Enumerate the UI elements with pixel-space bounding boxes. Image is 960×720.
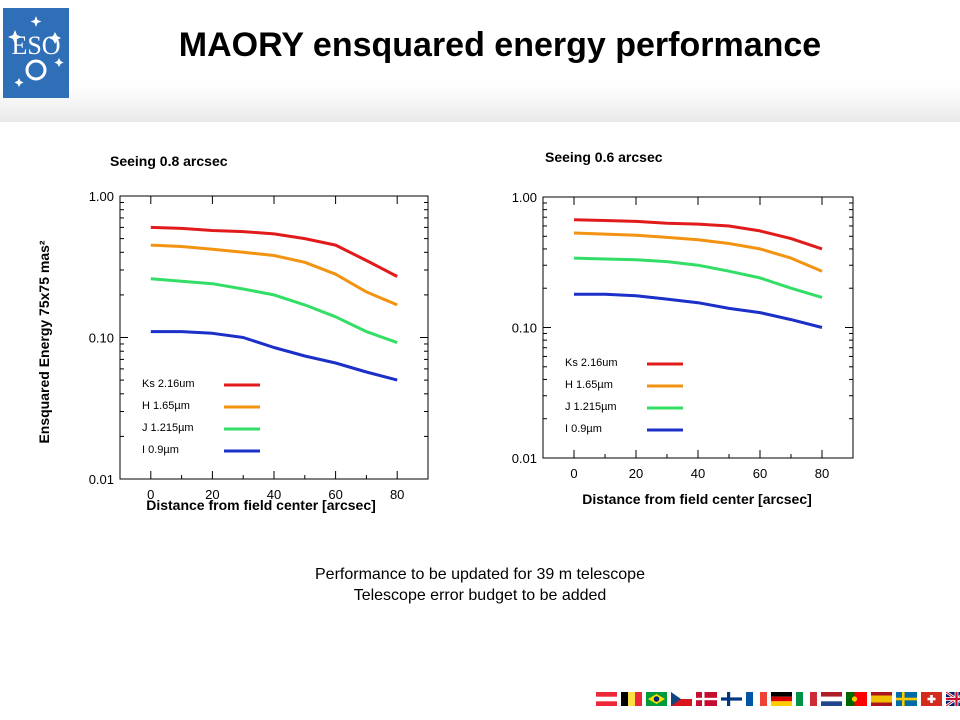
sweden-flag (896, 692, 917, 706)
x-tick-label: 60 (753, 466, 767, 481)
series-line-i (150, 330, 398, 382)
legend-label: Ks 2.16um (565, 357, 618, 369)
note-line-1: Performance to be updated for 39 m teles… (315, 566, 645, 583)
slide-header: ESO MAORY ensquared energy performance (0, 0, 960, 122)
chart-seeing-0-8: Seeing 0.8 arcsec Ensquared Energy 75x75… (36, 153, 429, 513)
czech-flag (671, 692, 692, 706)
germany-flag (771, 692, 792, 706)
austria-flag (596, 692, 617, 706)
eso-logo: ESO (3, 8, 69, 98)
series-line-h (150, 243, 398, 307)
legend-label: I 0.9µm (142, 444, 179, 456)
series-line-i (574, 292, 823, 329)
y-tick-label: 0.01 (89, 472, 114, 487)
legend-label: J 1.215µm (565, 401, 617, 413)
x-tick-label: 40 (267, 487, 281, 502)
x-tick-label: 60 (328, 487, 342, 502)
chart-title: Seeing 0.6 arcsec (545, 149, 663, 165)
charts-area: Seeing 0.8 arcsec Ensquared Energy 75x75… (0, 122, 960, 542)
france-flag (746, 692, 767, 706)
notes: Performance to be updated for 39 m teles… (0, 564, 960, 606)
series-line-ks (150, 225, 398, 278)
y-tick-label: 0.10 (89, 331, 114, 346)
brazil-flag (646, 692, 667, 706)
belgium-flag (621, 692, 642, 706)
y-tick-label: 0.10 (512, 321, 537, 336)
x-tick-label: 40 (691, 466, 705, 481)
x-tick-label: 0 (147, 487, 154, 502)
plot-area: 0.01 0.10 1.00 0 20 40 60 80 Ks 2.16um H 1.65µm J … (512, 190, 854, 481)
plot-area: 0.01 0.10 1.00 0 20 40 60 80 Ks 2.16um H 1.65µm J … (89, 189, 429, 502)
finland-flag (721, 692, 742, 706)
eso-logo-text: ESO (11, 31, 60, 60)
uk-flag (946, 692, 960, 706)
x-tick-label: 20 (629, 466, 643, 481)
plot-frame (542, 196, 854, 459)
x-tick-label: 80 (815, 466, 829, 481)
chart-title: Seeing 0.8 arcsec (110, 153, 228, 169)
y-tick-label: 1.00 (89, 189, 114, 204)
series-line-ks (573, 218, 823, 251)
legend-label: H 1.65µm (565, 379, 613, 391)
legend-label: H 1.65µm (142, 400, 190, 412)
member-flags (596, 692, 960, 708)
y-tick-label: 1.00 (512, 190, 537, 205)
note-line-2: Telescope error budget to be added (353, 587, 607, 604)
denmark-flag (696, 692, 717, 706)
page-title: MAORY ensquared energy performance (178, 26, 822, 64)
spain-flag (871, 692, 892, 706)
x-axis-label: Distance from field center [arcsec] (582, 491, 812, 507)
chart-seeing-0-6: Seeing 0.6 arcsec Distance from field ce… (512, 149, 854, 507)
x-tick-label: 20 (205, 487, 219, 502)
switzerland-flag (921, 692, 942, 706)
series-line-j (150, 277, 398, 345)
series-line-j (573, 256, 823, 299)
portugal-flag (846, 692, 867, 706)
x-axis-label: Distance from field center [arcsec] (146, 497, 376, 513)
legend-label: J 1.215µm (142, 422, 194, 434)
y-axis-label: Ensquared Energy 75x75 mas² (36, 240, 52, 443)
x-tick-label: 0 (570, 466, 577, 481)
legend-label: Ks 2.16um (142, 378, 195, 390)
legend-label: I 0.9µm (565, 423, 602, 435)
italy-flag (796, 692, 817, 706)
netherlands-flag (821, 692, 842, 706)
y-tick-label: 0.01 (512, 451, 537, 466)
series-line-h (573, 231, 823, 273)
x-tick-label: 80 (390, 487, 404, 502)
eso-logo-graphic: ESO (3, 8, 69, 98)
